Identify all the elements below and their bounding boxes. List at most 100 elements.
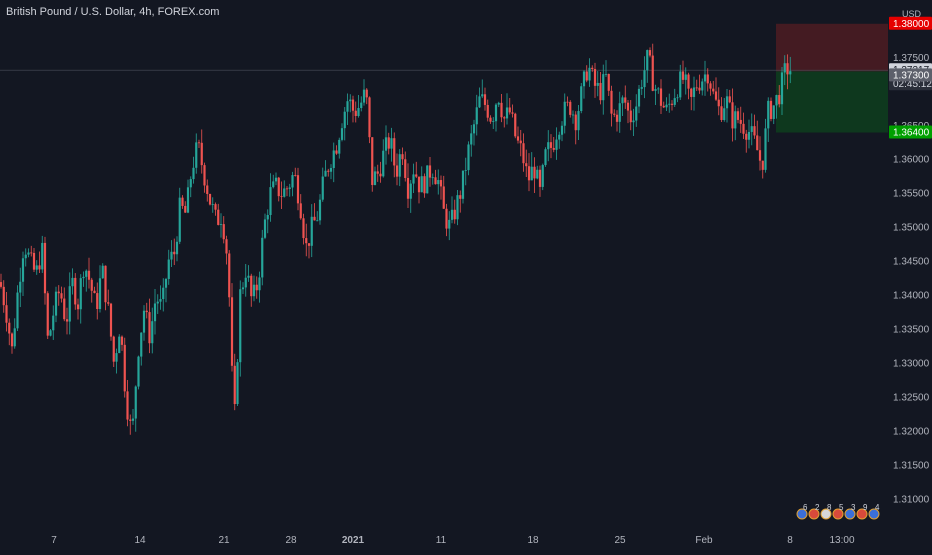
candle: [167, 249, 170, 285]
candle-body: [90, 279, 93, 291]
candle: [74, 273, 77, 310]
candle: [57, 285, 60, 306]
candle: [90, 277, 93, 303]
candle-body: [624, 97, 627, 103]
candle-body: [659, 88, 663, 106]
candle: [541, 163, 544, 191]
candle: [269, 173, 272, 222]
candle-body: [736, 111, 740, 120]
candle-body: [654, 89, 657, 91]
candle-body: [657, 88, 660, 90]
candle: [525, 149, 528, 177]
candle: [530, 152, 533, 181]
candle-body: [450, 209, 454, 220]
candle-body: [706, 74, 709, 84]
candle-body: [566, 101, 569, 103]
candle-body: [621, 97, 624, 104]
candle: [420, 166, 423, 193]
candle-body: [467, 144, 470, 171]
candle-body: [151, 321, 154, 344]
candle-body: [313, 216, 316, 221]
candle-body: [409, 183, 412, 199]
candle: [329, 164, 333, 180]
candle-body: [96, 293, 99, 310]
candle: [68, 272, 71, 335]
candle-body: [629, 110, 632, 123]
candle: [574, 111, 577, 145]
candle-body: [208, 193, 212, 205]
candle: [104, 265, 107, 311]
candle: [250, 273, 253, 307]
candle: [299, 194, 302, 220]
candle-body: [266, 214, 269, 220]
candle: [115, 348, 118, 374]
candle: [670, 100, 674, 111]
candle-body: [318, 199, 322, 221]
candle-body: [5, 305, 8, 323]
price-tick-label: 1.31000: [893, 495, 930, 506]
time-tick-label: 18: [527, 535, 539, 546]
target-badge-bg: [889, 125, 932, 139]
candle: [261, 229, 264, 286]
candle: [621, 95, 624, 117]
chart-title: British Pound / U.S. Dollar, 4h, FOREX.c…: [6, 6, 220, 18]
candle-body: [585, 71, 588, 81]
candle-body: [456, 195, 459, 220]
candle: [189, 176, 192, 198]
time-tick-label: 8: [787, 535, 793, 546]
candle-body: [604, 73, 608, 75]
candle-body: [709, 83, 712, 89]
candle-body: [417, 176, 421, 193]
candle: [71, 268, 74, 295]
candle: [197, 139, 201, 148]
candle-body: [500, 102, 503, 118]
candle-body: [434, 177, 437, 185]
candle: [321, 167, 324, 202]
candle: [412, 163, 415, 194]
event-flag-icon: [832, 508, 844, 520]
candle-body: [112, 336, 115, 362]
stop-badge: 1.38000: [889, 16, 932, 30]
price-tick-label: 1.32500: [893, 393, 930, 404]
candle: [569, 100, 572, 118]
candle: [208, 193, 212, 206]
candle-body: [43, 242, 47, 294]
candle: [346, 93, 349, 126]
candle-body: [98, 278, 102, 310]
stop-badge-text: 1.38000: [893, 19, 930, 30]
candle: [41, 235, 44, 273]
target-badge-text: 1.36400: [893, 128, 930, 139]
candle: [428, 156, 432, 187]
candle-body: [651, 55, 654, 91]
candle-body: [580, 86, 583, 112]
candle: [423, 173, 426, 198]
candle-body: [371, 137, 374, 185]
candle-body: [19, 281, 22, 293]
candle: [610, 85, 613, 127]
candle: [665, 97, 668, 111]
candle: [294, 167, 297, 177]
candle: [291, 171, 294, 197]
candle-body: [437, 180, 440, 185]
candle-body: [329, 168, 333, 172]
candle-body: [261, 237, 264, 278]
candle: [225, 235, 228, 265]
candle: [519, 129, 522, 157]
candle: [478, 87, 481, 108]
candle-body: [725, 96, 729, 109]
candle: [252, 275, 256, 302]
candle: [709, 81, 712, 96]
candle: [745, 129, 748, 153]
candle-body: [173, 251, 176, 255]
candle-body: [167, 259, 170, 279]
candle: [769, 97, 773, 122]
candle-body: [780, 72, 784, 105]
candle-body: [296, 175, 300, 204]
event-marker: 6: [796, 503, 808, 520]
candle: [624, 85, 627, 109]
candle: [786, 54, 789, 90]
candle-body: [731, 102, 734, 129]
